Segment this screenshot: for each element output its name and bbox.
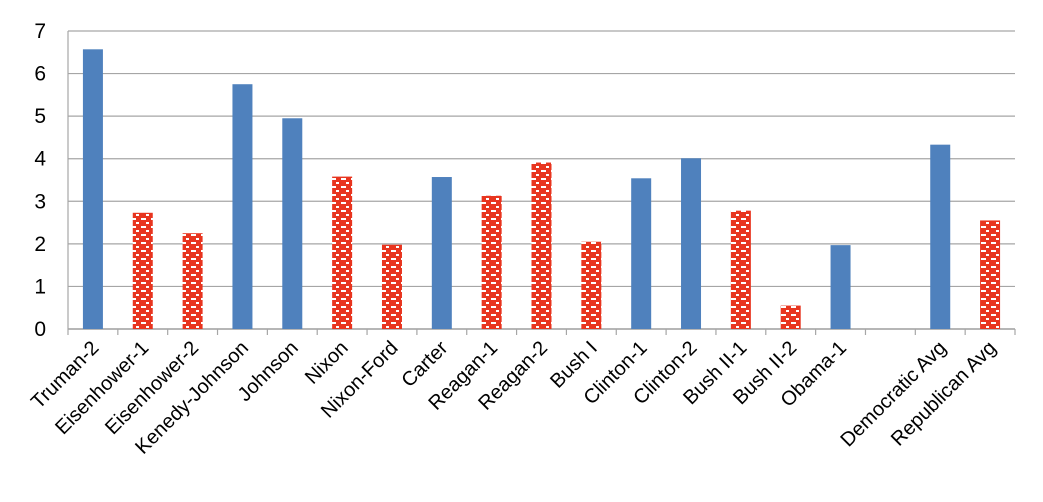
- y-tick-label-4: 4: [34, 148, 46, 171]
- bar-reagan-2: [531, 162, 552, 329]
- y-tick-label-3: 3: [34, 190, 46, 213]
- bar-johnson: [282, 118, 303, 330]
- y-tick-label-1: 1: [34, 275, 46, 298]
- bar-truman-2: [82, 49, 103, 329]
- x-axis-ticks: Truman-2Eisenhower-1Eisenhower-2Kenedy-J…: [27, 337, 1000, 459]
- bar-eisenhower-2: [182, 233, 203, 329]
- bar-nixon-ford: [381, 244, 402, 329]
- y-tick-label-6: 6: [34, 63, 46, 86]
- y-tick-label-5: 5: [34, 105, 46, 128]
- bar-bush-ii-2: [780, 305, 801, 329]
- y-tick-label-2: 2: [34, 233, 46, 256]
- bar-eisenhower-1: [132, 212, 153, 329]
- bar-kenedy-johnson: [232, 84, 253, 329]
- bar-carter: [431, 177, 452, 329]
- bar-obama-1: [830, 245, 851, 329]
- bar-bush-i: [581, 241, 602, 329]
- y-tick-label-0: 0: [34, 318, 46, 341]
- bar-bush-ii-1: [730, 210, 751, 329]
- y-axis-ticks: 0 1 2 3 4 5 6 7: [34, 20, 46, 341]
- bar-clinton-2: [681, 158, 702, 329]
- bar-democratic-avg: [930, 144, 951, 329]
- bar-reagan-1: [481, 195, 502, 329]
- bar-republican-avg: [980, 220, 1001, 329]
- y-tick-label-7: 7: [34, 20, 46, 43]
- bar-clinton-1: [631, 178, 652, 329]
- bar-nixon: [332, 176, 353, 329]
- bars-group: [82, 49, 1001, 330]
